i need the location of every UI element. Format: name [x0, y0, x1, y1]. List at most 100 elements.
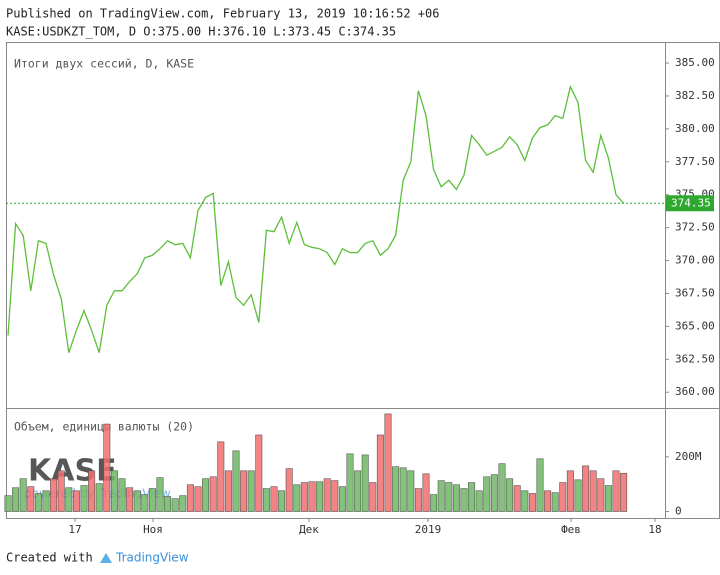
volume-bar: [361, 454, 369, 512]
x-tick-label: Дек: [299, 523, 319, 536]
published-line: Published on TradingView.com, February 1…: [6, 7, 439, 21]
volume-bar: [247, 470, 255, 512]
y-tick-label: 370.00: [675, 254, 715, 267]
volume-bar: [171, 498, 179, 512]
volume-bar: [384, 413, 392, 512]
volume-bar: [354, 470, 362, 512]
volume-bar: [141, 494, 149, 512]
volume-bar: [346, 453, 354, 512]
x-tick-label: Ноя: [143, 523, 163, 536]
volume-bar: [156, 477, 164, 512]
y-tick-label: 372.50: [675, 221, 715, 234]
volume-bar: [536, 458, 544, 512]
x-tick-label: 18: [648, 523, 661, 536]
volume-bar: [323, 478, 331, 512]
x-tick-label: 2019: [415, 523, 442, 536]
last-value-box: [666, 195, 714, 212]
volume-bar: [559, 482, 567, 512]
volume-bar: [72, 490, 80, 512]
volume-bar: [521, 490, 529, 512]
volume-bar: [460, 488, 468, 512]
volume-bar: [255, 434, 263, 512]
footer-brand: TradingView: [115, 551, 189, 565]
volume-bar: [148, 488, 156, 512]
volume-bar: [57, 470, 65, 512]
price-line: [7, 84, 625, 353]
volume-bar: [34, 493, 42, 512]
volume-bar: [452, 484, 460, 512]
volume-bar: [42, 490, 50, 512]
y-tick-label: 360.00: [675, 385, 715, 398]
y-tick-label: 367.50: [675, 286, 715, 299]
volume-bar: [12, 487, 20, 512]
volume-bar: [528, 493, 536, 512]
volume-bar: [308, 481, 316, 512]
y-tick-label: 382.50: [675, 89, 715, 102]
volume-bar: [19, 478, 27, 512]
volume-bar: [202, 478, 210, 512]
volume-bar: [589, 470, 597, 512]
volume-bar: [186, 484, 194, 512]
y-tick-label: 200M: [675, 450, 702, 463]
ohlc-line: KASE:USDKZT_TOM, D O:375.00 H:376.10 L:3…: [6, 25, 396, 39]
last-value-label: 374.35: [671, 196, 711, 209]
volume-bar: [316, 481, 324, 512]
volume-bar: [483, 476, 491, 512]
volume-bar: [544, 490, 552, 512]
volume-bar: [407, 470, 415, 512]
volume-bar: [110, 470, 118, 512]
volume-bar: [612, 470, 620, 512]
volume-bar: [369, 482, 377, 512]
volume-bar: [468, 482, 476, 512]
volume-bar: [597, 478, 605, 512]
pane-title: Итоги двух сессий, D, KASE: [14, 57, 194, 71]
volume-bar: [422, 473, 430, 512]
volume-bar: [164, 496, 172, 512]
volume-bar: [270, 486, 278, 512]
volume-bar: [475, 490, 483, 512]
volume-bar: [27, 486, 35, 512]
x-tick-label: Фев: [561, 523, 581, 536]
y-tick-label: 362.50: [675, 352, 715, 365]
volume-bar: [103, 423, 111, 512]
volume-bar: [331, 480, 339, 512]
volume-bar: [430, 494, 438, 512]
y-tick-label: 385.00: [675, 56, 715, 69]
volume-bar: [582, 465, 590, 512]
y-tick-label: 0: [675, 505, 682, 518]
volume-bar: [513, 485, 521, 512]
volume-bar: [300, 482, 308, 512]
volume-bar: [217, 441, 225, 512]
volume-bar: [278, 490, 286, 512]
volume-bar: [392, 466, 400, 512]
volume-bar: [65, 487, 73, 512]
volume-bar: [490, 474, 498, 512]
volume-bar: [338, 486, 346, 512]
volume-bar: [604, 485, 612, 512]
volume-bar: [498, 463, 506, 512]
volume-bar: [399, 467, 407, 512]
y-tick-label: 365.00: [675, 319, 715, 332]
volume-bar: [95, 483, 103, 512]
volume-bar: [240, 470, 248, 512]
volume-bar: [376, 434, 384, 512]
volume-bar: [620, 472, 628, 512]
volume-bar: [126, 487, 134, 512]
volume-bar: [4, 495, 12, 512]
volume-bar: [506, 478, 514, 512]
x-tick-label: 17: [68, 523, 81, 536]
volume-bar: [414, 488, 422, 512]
y-tick-label: 380.00: [675, 122, 715, 135]
volume-bar: [88, 470, 96, 512]
volume-bar: [232, 450, 240, 512]
volume-bar: [574, 479, 582, 512]
footer-created: Created with: [6, 551, 93, 565]
volume-bar: [118, 478, 126, 512]
volume-bar: [80, 485, 88, 512]
watermark-logo: KASE: [28, 454, 117, 489]
volume-bar: [293, 484, 301, 512]
volume-bar: [133, 490, 141, 512]
volume-bar: [262, 488, 270, 512]
volume-bar: [566, 470, 574, 512]
